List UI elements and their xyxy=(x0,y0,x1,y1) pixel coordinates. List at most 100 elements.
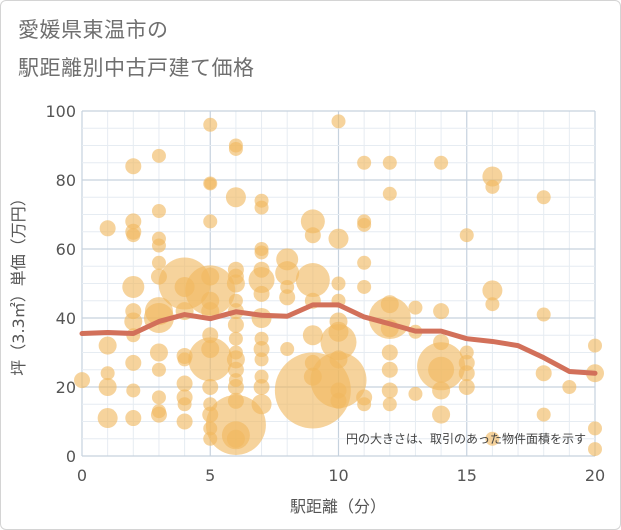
data-bubble xyxy=(202,379,219,395)
data-bubble xyxy=(126,383,141,398)
data-bubble xyxy=(226,429,245,448)
data-bubble xyxy=(97,408,118,429)
data-bubble xyxy=(382,186,397,201)
data-bubble xyxy=(295,263,330,298)
x-axis-label: 駅距離（分） xyxy=(290,497,386,516)
data-bubble xyxy=(408,300,423,315)
data-bubble xyxy=(485,431,500,446)
y-tick-label: 80 xyxy=(56,171,76,190)
data-bubble xyxy=(227,316,244,333)
x-tick-label: 0 xyxy=(77,466,87,485)
x-tick-label: 15 xyxy=(457,466,477,485)
data-bubble xyxy=(99,220,116,237)
data-bubble xyxy=(357,279,372,294)
y-tick-label: 20 xyxy=(56,378,76,397)
data-bubble xyxy=(185,265,236,316)
data-bubble xyxy=(151,362,166,377)
data-bubble xyxy=(122,275,145,298)
data-bubble xyxy=(253,285,270,302)
data-bubble xyxy=(279,289,296,306)
data-bubble xyxy=(428,356,455,383)
data-bubble xyxy=(331,276,346,291)
data-bubble xyxy=(204,177,217,190)
data-bubble xyxy=(74,372,90,389)
data-bubble xyxy=(357,217,372,232)
data-bubble xyxy=(280,342,295,357)
bubble-size-note: 円の大きさは、取引のあった物件面積を示す xyxy=(346,431,586,446)
data-bubble xyxy=(254,245,269,260)
data-bubble xyxy=(357,255,372,270)
data-bubble xyxy=(458,365,475,382)
y-tick-label: 40 xyxy=(56,309,76,328)
data-bubble xyxy=(408,386,423,401)
data-bubble xyxy=(151,238,166,253)
data-bubble xyxy=(228,141,243,156)
data-bubble xyxy=(254,200,269,215)
data-bubble xyxy=(434,155,449,170)
data-bubble xyxy=(150,406,167,423)
data-bubble xyxy=(357,397,372,412)
data-bubble xyxy=(382,155,397,170)
data-bubble xyxy=(310,352,367,409)
data-bubble xyxy=(485,297,500,312)
chart-title-line-1: 愛媛県東温市の xyxy=(18,18,169,42)
data-bubble xyxy=(151,148,166,163)
data-bubble xyxy=(381,361,398,378)
y-axis-label: 坪（3.3㎡）単価（万円） xyxy=(9,190,28,375)
data-bubble xyxy=(485,179,500,194)
data-bubble xyxy=(98,378,117,396)
data-bubble xyxy=(302,325,323,346)
data-bubble xyxy=(248,267,275,294)
data-bubble xyxy=(275,261,300,286)
data-bubble xyxy=(253,341,270,358)
data-bubble xyxy=(151,255,166,270)
data-bubble xyxy=(328,228,349,249)
data-bubble xyxy=(381,382,398,399)
trend-layer xyxy=(79,302,598,376)
data-bubble xyxy=(151,204,166,219)
data-bubble xyxy=(177,397,192,412)
y-tick-label: 100 xyxy=(45,102,76,121)
data-bubble xyxy=(330,392,347,409)
data-bubble xyxy=(98,336,117,355)
data-bubble xyxy=(588,338,602,353)
data-bubble xyxy=(381,344,398,361)
y-tick-label: 60 xyxy=(56,240,76,259)
bubbles xyxy=(74,114,604,457)
data-bubble xyxy=(535,365,552,382)
x-tick-label: 10 xyxy=(328,466,348,485)
data-bubble xyxy=(126,228,141,243)
data-bubble xyxy=(228,331,243,346)
data-bubble xyxy=(251,394,272,415)
data-bubble xyxy=(304,227,321,244)
data-bubble xyxy=(562,380,577,394)
chart-title-line-2: 駅距離別中古戸建て価格 xyxy=(18,56,255,80)
data-bubble xyxy=(458,379,475,395)
data-bubble xyxy=(125,354,142,371)
x-tick-label: 20 xyxy=(585,466,605,485)
data-bubble xyxy=(125,410,142,427)
data-bubble xyxy=(188,337,233,382)
data-bubble xyxy=(177,352,192,367)
data-bubble xyxy=(588,442,602,457)
x-tick-label: 5 xyxy=(205,466,215,485)
data-bubble xyxy=(536,407,551,422)
data-bubble xyxy=(482,280,503,301)
data-bubble xyxy=(176,375,193,392)
data-bubble xyxy=(331,114,346,129)
data-bubble xyxy=(382,397,397,412)
data-bubble xyxy=(226,274,245,293)
data-bubble xyxy=(227,361,244,378)
data-bubble xyxy=(459,228,474,243)
data-bubble xyxy=(536,190,551,205)
data-bubble xyxy=(225,187,246,208)
trend-line xyxy=(79,302,598,376)
data-bubble xyxy=(125,158,142,175)
data-bubble xyxy=(432,405,451,424)
data-bubble xyxy=(482,166,503,187)
data-bubble xyxy=(203,117,218,132)
data-bubble xyxy=(100,366,115,381)
data-bubble xyxy=(536,307,551,322)
data-bubble xyxy=(253,379,270,395)
